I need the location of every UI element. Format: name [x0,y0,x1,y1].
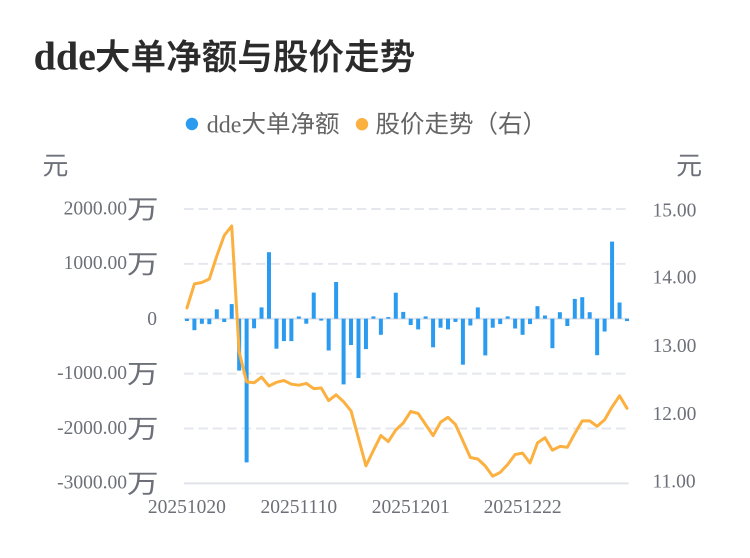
svg-text:0: 0 [147,309,157,330]
svg-text:20251110: 20251110 [261,497,338,518]
svg-text:dde: dde [34,33,96,78]
svg-text:1000.00: 1000.00 [64,253,127,274]
svg-text:-3000.00: -3000.00 [57,473,127,494]
svg-text:2000.00: 2000.00 [64,198,127,219]
svg-text:15.00: 15.00 [653,201,697,222]
svg-text:20251222: 20251222 [484,497,562,518]
svg-text:12.00: 12.00 [653,404,697,425]
svg-text:20251201: 20251201 [372,497,450,518]
svg-text:-1000.00: -1000.00 [57,363,127,384]
svg-text:11.00: 11.00 [653,472,696,493]
svg-text:13.00: 13.00 [653,336,697,357]
svg-text:14.00: 14.00 [653,268,697,289]
svg-text:dde: dde [207,113,242,139]
svg-text:20251020: 20251020 [148,497,226,518]
svg-text:-2000.00: -2000.00 [57,418,127,439]
